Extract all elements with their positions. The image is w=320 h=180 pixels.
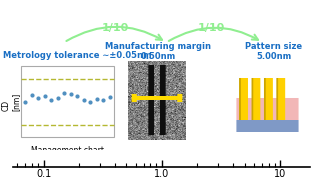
Point <box>101 99 106 102</box>
Text: Pattern size
5.00nm: Pattern size 5.00nm <box>245 42 302 61</box>
Text: 1/10: 1/10 <box>197 22 225 33</box>
Point <box>29 93 35 96</box>
Point <box>23 100 28 103</box>
Text: Metrology tolerance ∼±0.05nm: Metrology tolerance ∼±0.05nm <box>3 51 152 60</box>
Point <box>94 98 100 100</box>
Point <box>62 91 67 94</box>
Point <box>88 100 93 103</box>
Point <box>42 95 47 98</box>
Text: 1/10: 1/10 <box>101 22 129 33</box>
Point <box>36 97 41 100</box>
Text: Manufacturing margin
0.50nm: Manufacturing margin 0.50nm <box>105 42 212 61</box>
Point <box>68 93 74 95</box>
Bar <box>21 66 114 138</box>
Point <box>75 95 80 98</box>
Point <box>49 99 54 102</box>
Point <box>81 98 86 101</box>
Text: CD
[nm]: CD [nm] <box>2 93 21 111</box>
Point <box>55 96 60 99</box>
Text: Management chart: Management chart <box>31 146 104 155</box>
Point <box>107 95 112 98</box>
